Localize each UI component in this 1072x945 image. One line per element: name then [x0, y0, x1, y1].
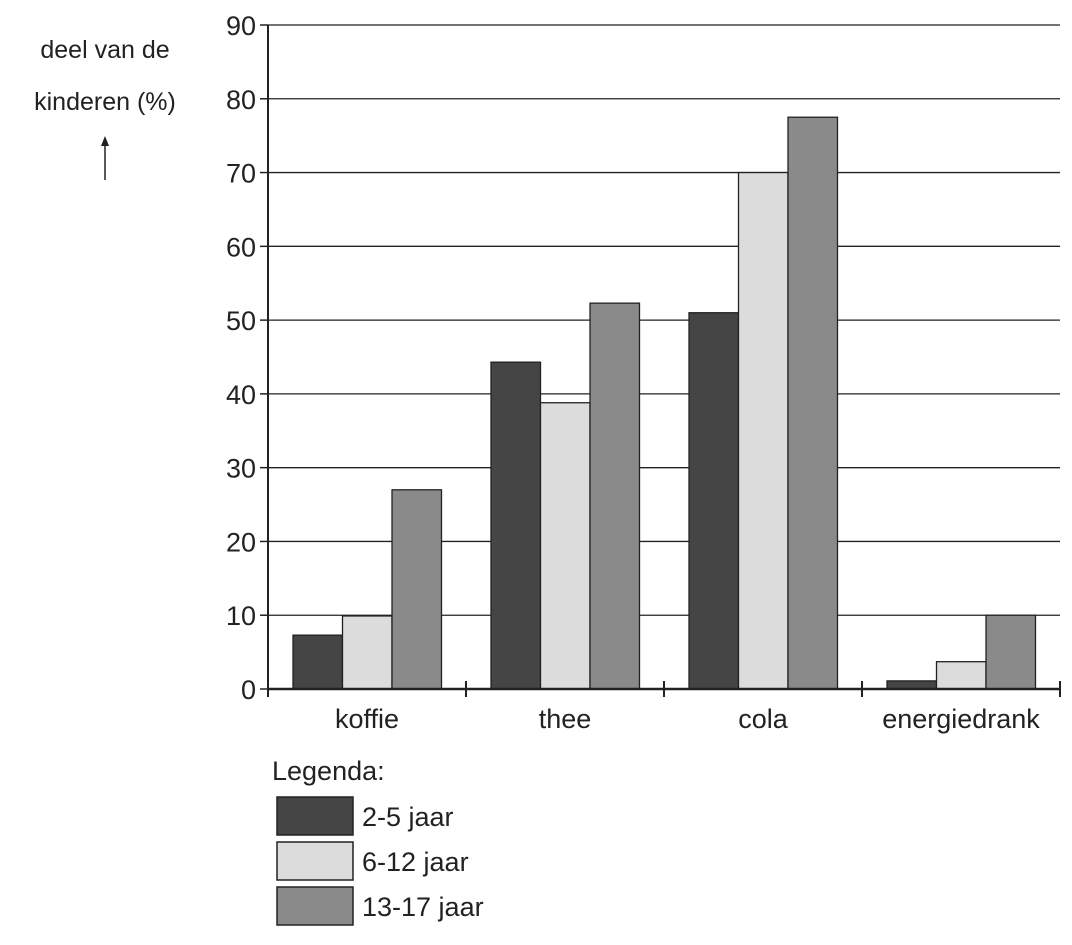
y-tick-label: 0: [241, 675, 256, 705]
y-axis-arrow-icon: [101, 136, 109, 180]
y-tick-label: 80: [226, 85, 256, 115]
x-tick-label: energiedrank: [882, 704, 1040, 734]
y-axis-label-line-1: deel van de: [40, 36, 169, 64]
legend-swatch: [276, 796, 354, 836]
y-tick-label: 50: [226, 306, 256, 336]
bar-koffie-0: [292, 634, 344, 690]
bar-energiedrank-2: [985, 614, 1037, 690]
y-axis-label-line-2: kinderen (%): [34, 88, 176, 116]
legend-title: Legenda:: [272, 756, 385, 786]
legend-label: 13-17 jaar: [362, 892, 484, 922]
legend-swatch: [276, 886, 354, 926]
y-tick-label: 60: [226, 232, 256, 262]
legend-label: 2-5 jaar: [362, 802, 454, 832]
y-tick-label: 10: [226, 601, 256, 631]
bar-thee-2: [589, 302, 641, 690]
x-tick-label: thee: [539, 704, 592, 734]
bar-cola-1: [737, 171, 789, 690]
x-tick-label: koffie: [335, 704, 399, 734]
y-tick-label: 90: [226, 11, 256, 41]
bar-cola-2: [787, 116, 839, 690]
x-tick-label: cola: [738, 704, 789, 734]
y-tick-label: 20: [226, 527, 256, 557]
legend-swatch: [276, 841, 354, 881]
bar-thee-1: [539, 402, 591, 690]
y-tick-label: 40: [226, 380, 256, 410]
bar-koffie-2: [391, 489, 443, 690]
bar-energiedrank-1: [935, 661, 987, 690]
y-tick-label: 30: [226, 454, 256, 484]
bar-cola-0: [688, 312, 740, 690]
bar-koffie-1: [341, 615, 393, 690]
legend-label: 6-12 jaar: [362, 847, 469, 877]
y-tick-label: 70: [226, 159, 256, 189]
bar-thee-0: [490, 361, 542, 690]
